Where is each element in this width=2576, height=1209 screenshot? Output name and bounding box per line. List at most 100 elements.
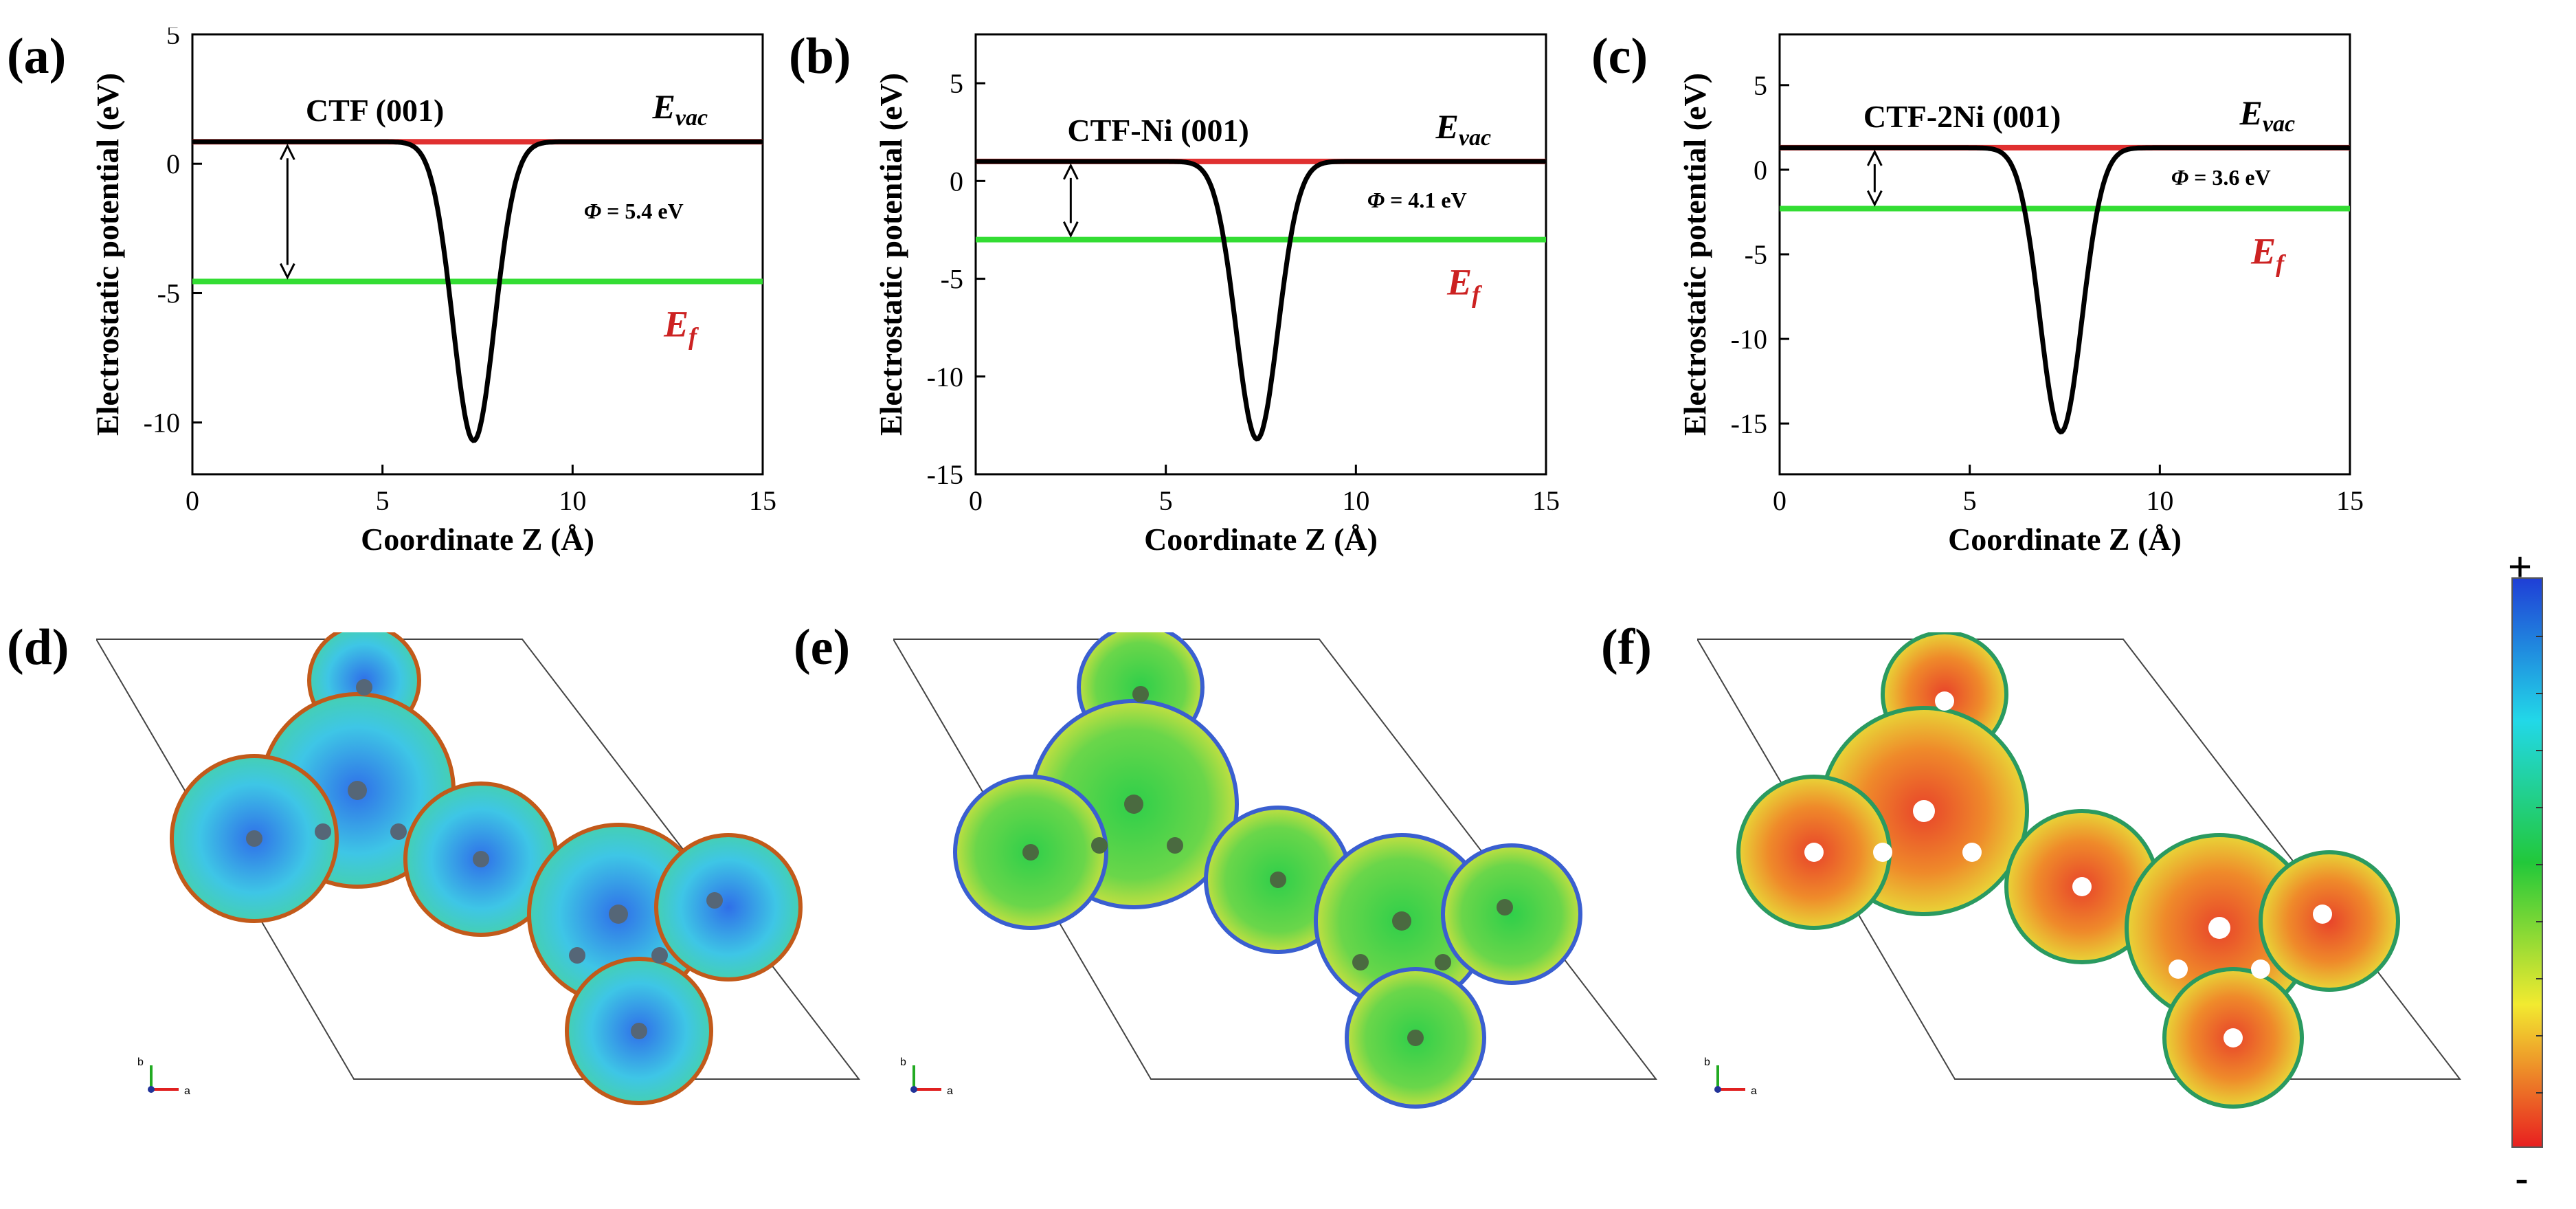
y-tick-label: -10	[1731, 324, 1767, 355]
esp-map-ctf: b a	[96, 632, 861, 1105]
colorbar-tick	[2536, 1035, 2543, 1036]
work-function-value: = 5.4 eV	[601, 199, 684, 223]
atoms	[246, 679, 723, 1039]
x-tick-label: 15	[1532, 485, 1560, 516]
y-tick-label: 0	[950, 166, 963, 197]
colorbar-tick	[2536, 750, 2543, 751]
y-tick-label: 0	[166, 148, 180, 179]
colorbar-tick	[2536, 864, 2543, 865]
chart-ctf: 0 5 10 15 5 0 -5 -10 Coordinate Z (Å) Electrostat…	[90, 27, 776, 557]
work-function-value: = 4.1 eV	[1385, 188, 1467, 212]
axes-indicator: b a	[900, 1056, 953, 1097]
unit-cell-outline	[1697, 639, 2462, 1080]
x-tick-label: 0	[1773, 485, 1787, 516]
atoms	[1022, 686, 1513, 1046]
colorbar-tick	[2536, 921, 2543, 922]
panel-label-f: (f)	[1601, 619, 1652, 676]
x-axis-title: Coordinate Z (Å)	[1948, 522, 2182, 557]
fermi-label: Ef	[2250, 231, 2286, 278]
work-function-value: = 3.6 eV	[2188, 165, 2271, 190]
colorbar-tick	[2536, 636, 2543, 637]
evac-label: Evac	[2239, 93, 2296, 137]
y-tick-label: 0	[1754, 155, 1767, 186]
chart-ctf-ni: 0 5 10 15 5 0 -5 -10 -15 Coordinate Z (Å) Electros…	[873, 33, 1560, 557]
y-axis-title: Electrostatic potential (eV)	[90, 73, 125, 436]
panel-label-a: (a)	[7, 28, 67, 85]
evac-label: Evac	[652, 87, 708, 131]
x-axis-title: Coordinate Z (Å)	[361, 522, 594, 557]
x-tick-label: 10	[2146, 485, 2173, 516]
colorbar-tick	[2536, 978, 2543, 979]
plot-frame	[974, 33, 1547, 476]
fermi-subscript: f	[1472, 281, 1482, 309]
y-tick-label: -10	[927, 362, 963, 392]
fermi-subscript: f	[2276, 250, 2286, 278]
axis-b-label: b	[1704, 1056, 1710, 1068]
arrow-head-up	[279, 143, 295, 160]
x-tick-label: 5	[1159, 485, 1173, 516]
y-axis-title: Electrostatic potential (eV)	[873, 73, 908, 436]
colorbar	[2511, 577, 2543, 1148]
y-tick-label: 5	[166, 27, 180, 50]
work-function-label: Φ = 5.4 eV	[584, 199, 684, 223]
fermi-label: Ef	[663, 304, 699, 351]
fermi-label: Ef	[1446, 262, 1482, 309]
y-tick-label: -15	[1731, 408, 1767, 439]
y-tick-label: -15	[927, 459, 963, 490]
charge-density-surface	[170, 632, 803, 1105]
x-tick-label: 0	[186, 485, 199, 516]
x-tick-label: 15	[749, 485, 776, 516]
x-tick-label: 0	[969, 485, 983, 516]
panel-label-d: (d)	[7, 619, 69, 676]
fermi-subscript: f	[688, 323, 699, 351]
chart-title: CTF-Ni (001)	[1067, 113, 1248, 148]
colorbar-tick	[2536, 693, 2543, 694]
chart-ctf-2ni: 0 5 10 15 5 0 -5 -10 -15 Coordinate Z (Å) Electros…	[1677, 33, 2364, 557]
x-tick-label: 10	[1342, 485, 1369, 516]
arrow-head-down	[279, 263, 295, 280]
chart-title: CTF (001)	[306, 93, 444, 128]
charge-density-surface	[953, 632, 1582, 1109]
charge-density-surface	[1736, 632, 2400, 1109]
x-axis-title: Coordinate Z (Å)	[1144, 522, 1378, 557]
x-tick-label: 10	[559, 485, 586, 516]
axis-b-label: b	[137, 1056, 144, 1068]
y-tick-label: 5	[950, 68, 963, 99]
x-tick-label: 5	[376, 485, 390, 516]
potential-curve	[976, 159, 1546, 442]
y-axis-title: Electrostatic potential (eV)	[1677, 73, 1712, 436]
axis-b-label: b	[900, 1056, 906, 1068]
evac-subscript: vac	[2263, 111, 2295, 137]
evac-label: Evac	[1435, 107, 1492, 151]
panel-label-e: (e)	[794, 619, 851, 676]
potential-curve	[1780, 145, 2350, 435]
evac-subscript: vac	[675, 105, 708, 131]
potential-curve	[192, 139, 763, 443]
y-tick-label: 5	[1754, 70, 1767, 101]
colorbar-tick	[2536, 807, 2543, 808]
y-tick-label: -5	[157, 278, 180, 309]
colorbar-tick	[2536, 1092, 2543, 1094]
axes-indicator: b a	[137, 1056, 190, 1097]
chart-title: CTF-2Ni (001)	[1863, 99, 2061, 134]
panel-label-b: (b)	[789, 28, 851, 85]
arrow-head-up	[1866, 149, 1883, 166]
axes-indicator: b a	[1704, 1056, 1757, 1097]
x-tick-label: 5	[1963, 485, 1977, 516]
arrow-head-up	[1062, 163, 1079, 180]
axis-a-label: a	[1751, 1085, 1757, 1097]
arrow-head-down	[1062, 221, 1079, 239]
y-tick-label: -5	[1745, 239, 1767, 270]
axis-a-label: a	[947, 1085, 953, 1097]
work-function-label: Φ = 4.1 eV	[1367, 188, 1467, 212]
esp-map-ctf-ni: b a	[893, 632, 1658, 1109]
y-tick-label: -10	[144, 408, 180, 439]
work-function-label: Φ = 3.6 eV	[2171, 165, 2271, 190]
atoms	[1804, 691, 2332, 1047]
axis-a-label: a	[184, 1085, 190, 1097]
panel-label-c: (c)	[1591, 28, 1648, 85]
evac-subscript: vac	[1459, 125, 1491, 151]
plot-frame	[191, 33, 764, 476]
y-tick-label: -5	[941, 264, 963, 295]
arrow-head-down	[1866, 190, 1883, 207]
